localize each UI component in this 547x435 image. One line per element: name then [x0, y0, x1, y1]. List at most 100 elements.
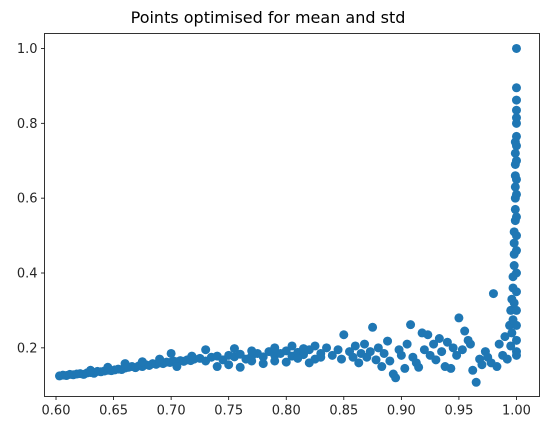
x-tick-label: 1.00 [502, 404, 531, 419]
data-point [423, 330, 433, 340]
data-point [460, 326, 470, 336]
data-point [310, 341, 320, 351]
data-point [337, 354, 346, 364]
data-point [442, 337, 452, 347]
data-point [229, 344, 239, 354]
data-point [431, 355, 441, 365]
data-point [511, 350, 521, 360]
data-point [365, 347, 375, 357]
x-tick-label: 0.90 [387, 404, 416, 419]
data-point [452, 350, 462, 360]
x-axis-ticks: 0.60 0.65 0.70 0.75 0.80 0.85 0.90 0.95 1.00 [42, 396, 531, 419]
data-point [201, 345, 211, 355]
data-point [396, 350, 406, 360]
data-point [373, 343, 383, 353]
data-point [327, 350, 337, 360]
data-point [465, 339, 475, 349]
data-point [511, 156, 521, 166]
data-point [339, 330, 349, 340]
data-point [333, 345, 343, 355]
data-point [155, 354, 165, 364]
data-point [348, 352, 358, 362]
data-point [172, 362, 182, 372]
data-point [511, 174, 521, 184]
x-tick-label: 0.85 [329, 404, 358, 419]
data-point [304, 358, 314, 368]
data-point [316, 352, 326, 362]
data-point [247, 346, 257, 356]
data-point [270, 356, 280, 366]
data-point [379, 348, 389, 358]
data-point [511, 131, 521, 141]
data-point [258, 352, 268, 362]
x-tick-label: 0.65 [99, 404, 128, 419]
data-point [510, 182, 520, 192]
data-point [281, 357, 291, 367]
data-point [224, 360, 234, 370]
data-point [510, 204, 520, 214]
data-point [235, 362, 245, 372]
data-point [137, 357, 147, 367]
data-point [509, 261, 519, 271]
data-point [511, 231, 521, 241]
data-point [511, 246, 521, 256]
data-point [360, 339, 370, 349]
data-point [368, 322, 378, 332]
data-point [511, 83, 521, 93]
data-point [511, 268, 521, 278]
data-point [287, 341, 297, 351]
data-point [377, 362, 387, 372]
data-point [508, 315, 518, 325]
x-tick-label: 0.70 [157, 404, 186, 419]
data-point [391, 373, 401, 383]
data-point [322, 343, 332, 353]
data-point [120, 359, 130, 369]
data-point [434, 333, 444, 343]
data-point [270, 343, 280, 353]
y-tick-label: 1.0 [17, 42, 38, 57]
data-point [506, 341, 516, 351]
data-point [488, 289, 498, 299]
y-tick-label: 0.8 [17, 117, 38, 132]
data-point [494, 339, 504, 349]
data-point [212, 362, 222, 372]
data-point [446, 363, 456, 373]
data-point [510, 148, 520, 158]
x-tick-label: 0.80 [272, 404, 301, 419]
data-point [247, 356, 257, 366]
data-point [187, 351, 197, 361]
data-point [468, 365, 478, 375]
data-point [492, 362, 502, 372]
data-point [383, 336, 393, 346]
data-point [371, 355, 381, 365]
data-point [350, 341, 360, 351]
y-tick-label: 0.2 [17, 341, 38, 356]
data-point [511, 95, 521, 105]
data-point [293, 353, 303, 363]
data-point [414, 362, 424, 372]
data-point [299, 344, 309, 354]
data-point [511, 113, 521, 123]
data-point [86, 365, 96, 375]
data-point [258, 359, 268, 369]
data-point [511, 287, 521, 297]
data-point [103, 362, 113, 372]
data-point [166, 348, 176, 358]
chart-title: Points optimised for mean and std [131, 8, 406, 27]
data-point [511, 43, 521, 53]
data-point [507, 328, 517, 338]
y-axis-ticks: 0.2 0.4 0.6 0.8 1.0 [17, 42, 45, 356]
data-point [406, 320, 416, 330]
y-tick-label: 0.6 [17, 192, 38, 207]
data-point [477, 360, 487, 370]
data-point [509, 238, 519, 248]
data-point [511, 141, 521, 151]
data-point [511, 189, 521, 199]
data-point [448, 343, 458, 353]
data-point [511, 105, 521, 115]
data-point [354, 358, 364, 368]
data-point [457, 345, 467, 355]
x-tick-label: 0.75 [214, 404, 243, 419]
data-points [54, 43, 521, 387]
